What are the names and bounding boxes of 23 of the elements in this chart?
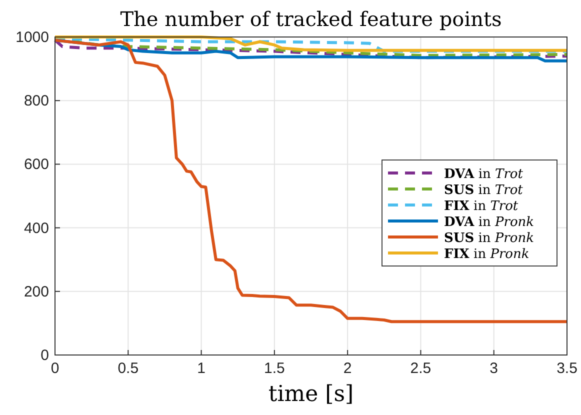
x-tick-label: 1 bbox=[197, 360, 206, 377]
y-tick-label: 600 bbox=[24, 156, 49, 174]
x-tick-label: 0 bbox=[50, 360, 60, 377]
x-tick-label: 3.5 bbox=[556, 360, 578, 377]
y-tick-label: 0 bbox=[40, 347, 49, 364]
y-tick-label: 400 bbox=[24, 220, 49, 237]
x-axis-title: time [s] bbox=[268, 382, 354, 407]
x-tick-label: 3 bbox=[490, 360, 498, 377]
y-tick-label: 200 bbox=[24, 283, 49, 300]
x-tick-label: 0.5 bbox=[118, 360, 139, 377]
legend-label: FIX in Pronk bbox=[444, 247, 530, 262]
legend-label: SUS in Trot bbox=[444, 183, 524, 198]
x-tick-label: 1.5 bbox=[264, 360, 285, 377]
y-tick-label: 800 bbox=[24, 92, 49, 110]
legend-label: DVA in Pronk bbox=[444, 215, 534, 230]
x-tick-label: 2.5 bbox=[410, 360, 432, 377]
y-tick-label: 1000 bbox=[16, 29, 49, 46]
legend-label: DVA in Trot bbox=[444, 167, 524, 182]
chart-title: The number of tracked feature points bbox=[120, 7, 502, 31]
x-tick-label: 2 bbox=[343, 360, 352, 377]
legend-label: FIX in Trot bbox=[444, 199, 519, 214]
legend-label: SUS in Pronk bbox=[444, 231, 534, 246]
line-series bbox=[54, 38, 568, 324]
